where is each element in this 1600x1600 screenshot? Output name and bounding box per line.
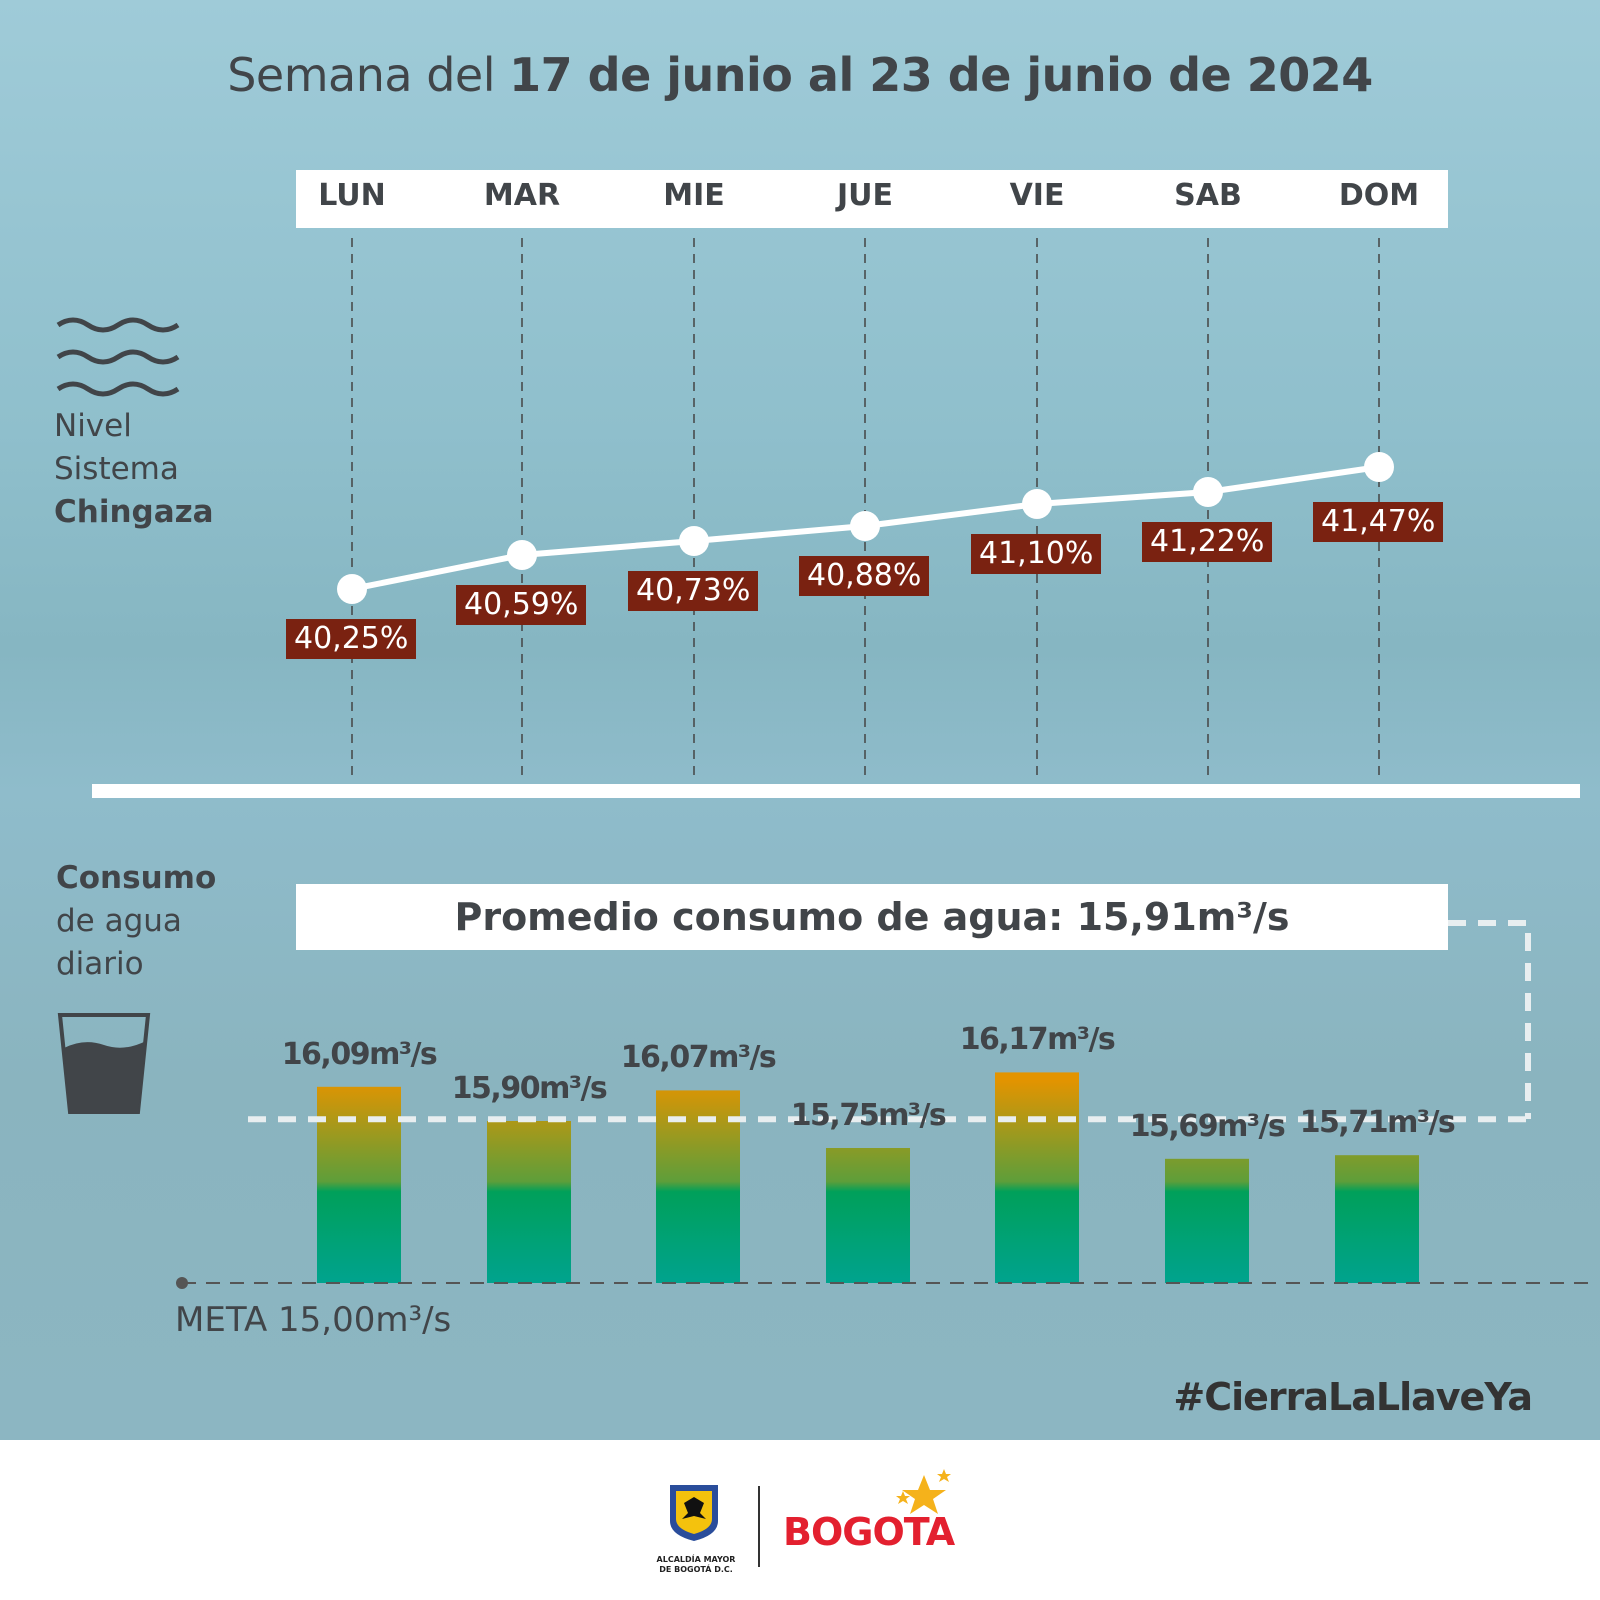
day-label-dom: DOM bbox=[1338, 178, 1420, 213]
meta-label: META 15,00m³/s bbox=[175, 1300, 452, 1340]
bogota-brand-logo: BOGOTA bbox=[783, 1510, 955, 1554]
day-label-mar: MAR bbox=[483, 178, 561, 213]
day-label-lun: LUN bbox=[318, 178, 386, 213]
day-label-sab: SAB bbox=[1174, 178, 1242, 213]
consumption-label-line: diario bbox=[56, 946, 144, 982]
consumption-value-label: 15,75m³/s bbox=[790, 1098, 947, 1133]
meta-dot bbox=[176, 1277, 188, 1289]
level-label-line: Chingaza bbox=[54, 494, 214, 530]
stars-icon bbox=[896, 1469, 951, 1514]
consumption-label-line: Consumo bbox=[56, 860, 217, 896]
level-value-label: 41,47% bbox=[1313, 502, 1444, 542]
consumption-bar bbox=[995, 1072, 1079, 1283]
page-title: Semana del 17 de junio al 23 de junio de… bbox=[0, 48, 1600, 102]
section-divider bbox=[92, 784, 1580, 798]
level-value-label: 41,22% bbox=[1142, 522, 1273, 562]
consumption-bar bbox=[1335, 1155, 1419, 1283]
level-value-label: 40,59% bbox=[456, 585, 587, 625]
level-value-label: 40,25% bbox=[286, 619, 417, 659]
alcaldia-line: DE BOGOTÁ D.C. bbox=[659, 1565, 733, 1574]
consumption-bar bbox=[656, 1090, 740, 1283]
consumption-bar bbox=[826, 1148, 910, 1283]
level-point bbox=[850, 511, 880, 541]
consumption-bar bbox=[487, 1121, 571, 1283]
level-point bbox=[507, 540, 537, 570]
consumption-value-label: 16,17m³/s bbox=[959, 1022, 1116, 1058]
average-connector-line bbox=[1448, 920, 1531, 1119]
level-point bbox=[679, 526, 709, 556]
alcaldia-logo-text: ALCALDÍA MAYOR DE BOGOTÁ D.C. bbox=[648, 1555, 744, 1575]
title-dates: 17 de junio al 23 de junio de 2024 bbox=[509, 48, 1373, 102]
consumption-value-label: 16,09m³/s bbox=[281, 1036, 438, 1072]
bogota-coat-of-arms-logo bbox=[670, 1485, 718, 1541]
day-label-jue: JUE bbox=[836, 178, 893, 213]
level-value-label: 41,10% bbox=[971, 534, 1102, 574]
alcaldia-line: ALCALDÍA MAYOR bbox=[656, 1555, 736, 1564]
waves-icon bbox=[56, 317, 180, 397]
consumption-value-label: 15,90m³/s bbox=[451, 1071, 608, 1106]
consumption-label: Consumo de agua diario bbox=[56, 857, 216, 986]
level-value-label: 40,88% bbox=[799, 556, 930, 596]
consumption-label-line: de agua bbox=[56, 903, 182, 939]
chart-canvas bbox=[56, 238, 1595, 1289]
consumption-value-label: 15,71m³/s bbox=[1299, 1105, 1456, 1141]
consumption-bar bbox=[1165, 1158, 1249, 1283]
consumption-value-label: 16,07m³/s bbox=[620, 1040, 777, 1076]
title-prefix: Semana del bbox=[227, 48, 510, 102]
glass-icon bbox=[57, 1013, 151, 1114]
level-value-label: 40,73% bbox=[628, 571, 759, 611]
level-point bbox=[1022, 489, 1052, 519]
hashtag: #CierraLaLlaveYa bbox=[1173, 1375, 1533, 1419]
level-point bbox=[1193, 477, 1223, 507]
reservoir-background bbox=[0, 0, 1600, 1440]
average-consumption-box: Promedio consumo de agua: 15,91m³/s bbox=[296, 884, 1448, 950]
level-label: Nivel Sistema Chingaza bbox=[54, 405, 214, 534]
level-point bbox=[337, 574, 367, 604]
level-label-line: Sistema bbox=[54, 451, 179, 487]
day-header-bar bbox=[296, 170, 1448, 228]
day-label-vie: VIE bbox=[1009, 178, 1065, 213]
consumption-value-label: 15,69m³/s bbox=[1129, 1108, 1286, 1144]
day-label-mie: MIE bbox=[663, 178, 725, 213]
level-label-line: Nivel bbox=[54, 408, 132, 444]
consumption-bar bbox=[317, 1086, 401, 1283]
level-point bbox=[1364, 452, 1394, 482]
